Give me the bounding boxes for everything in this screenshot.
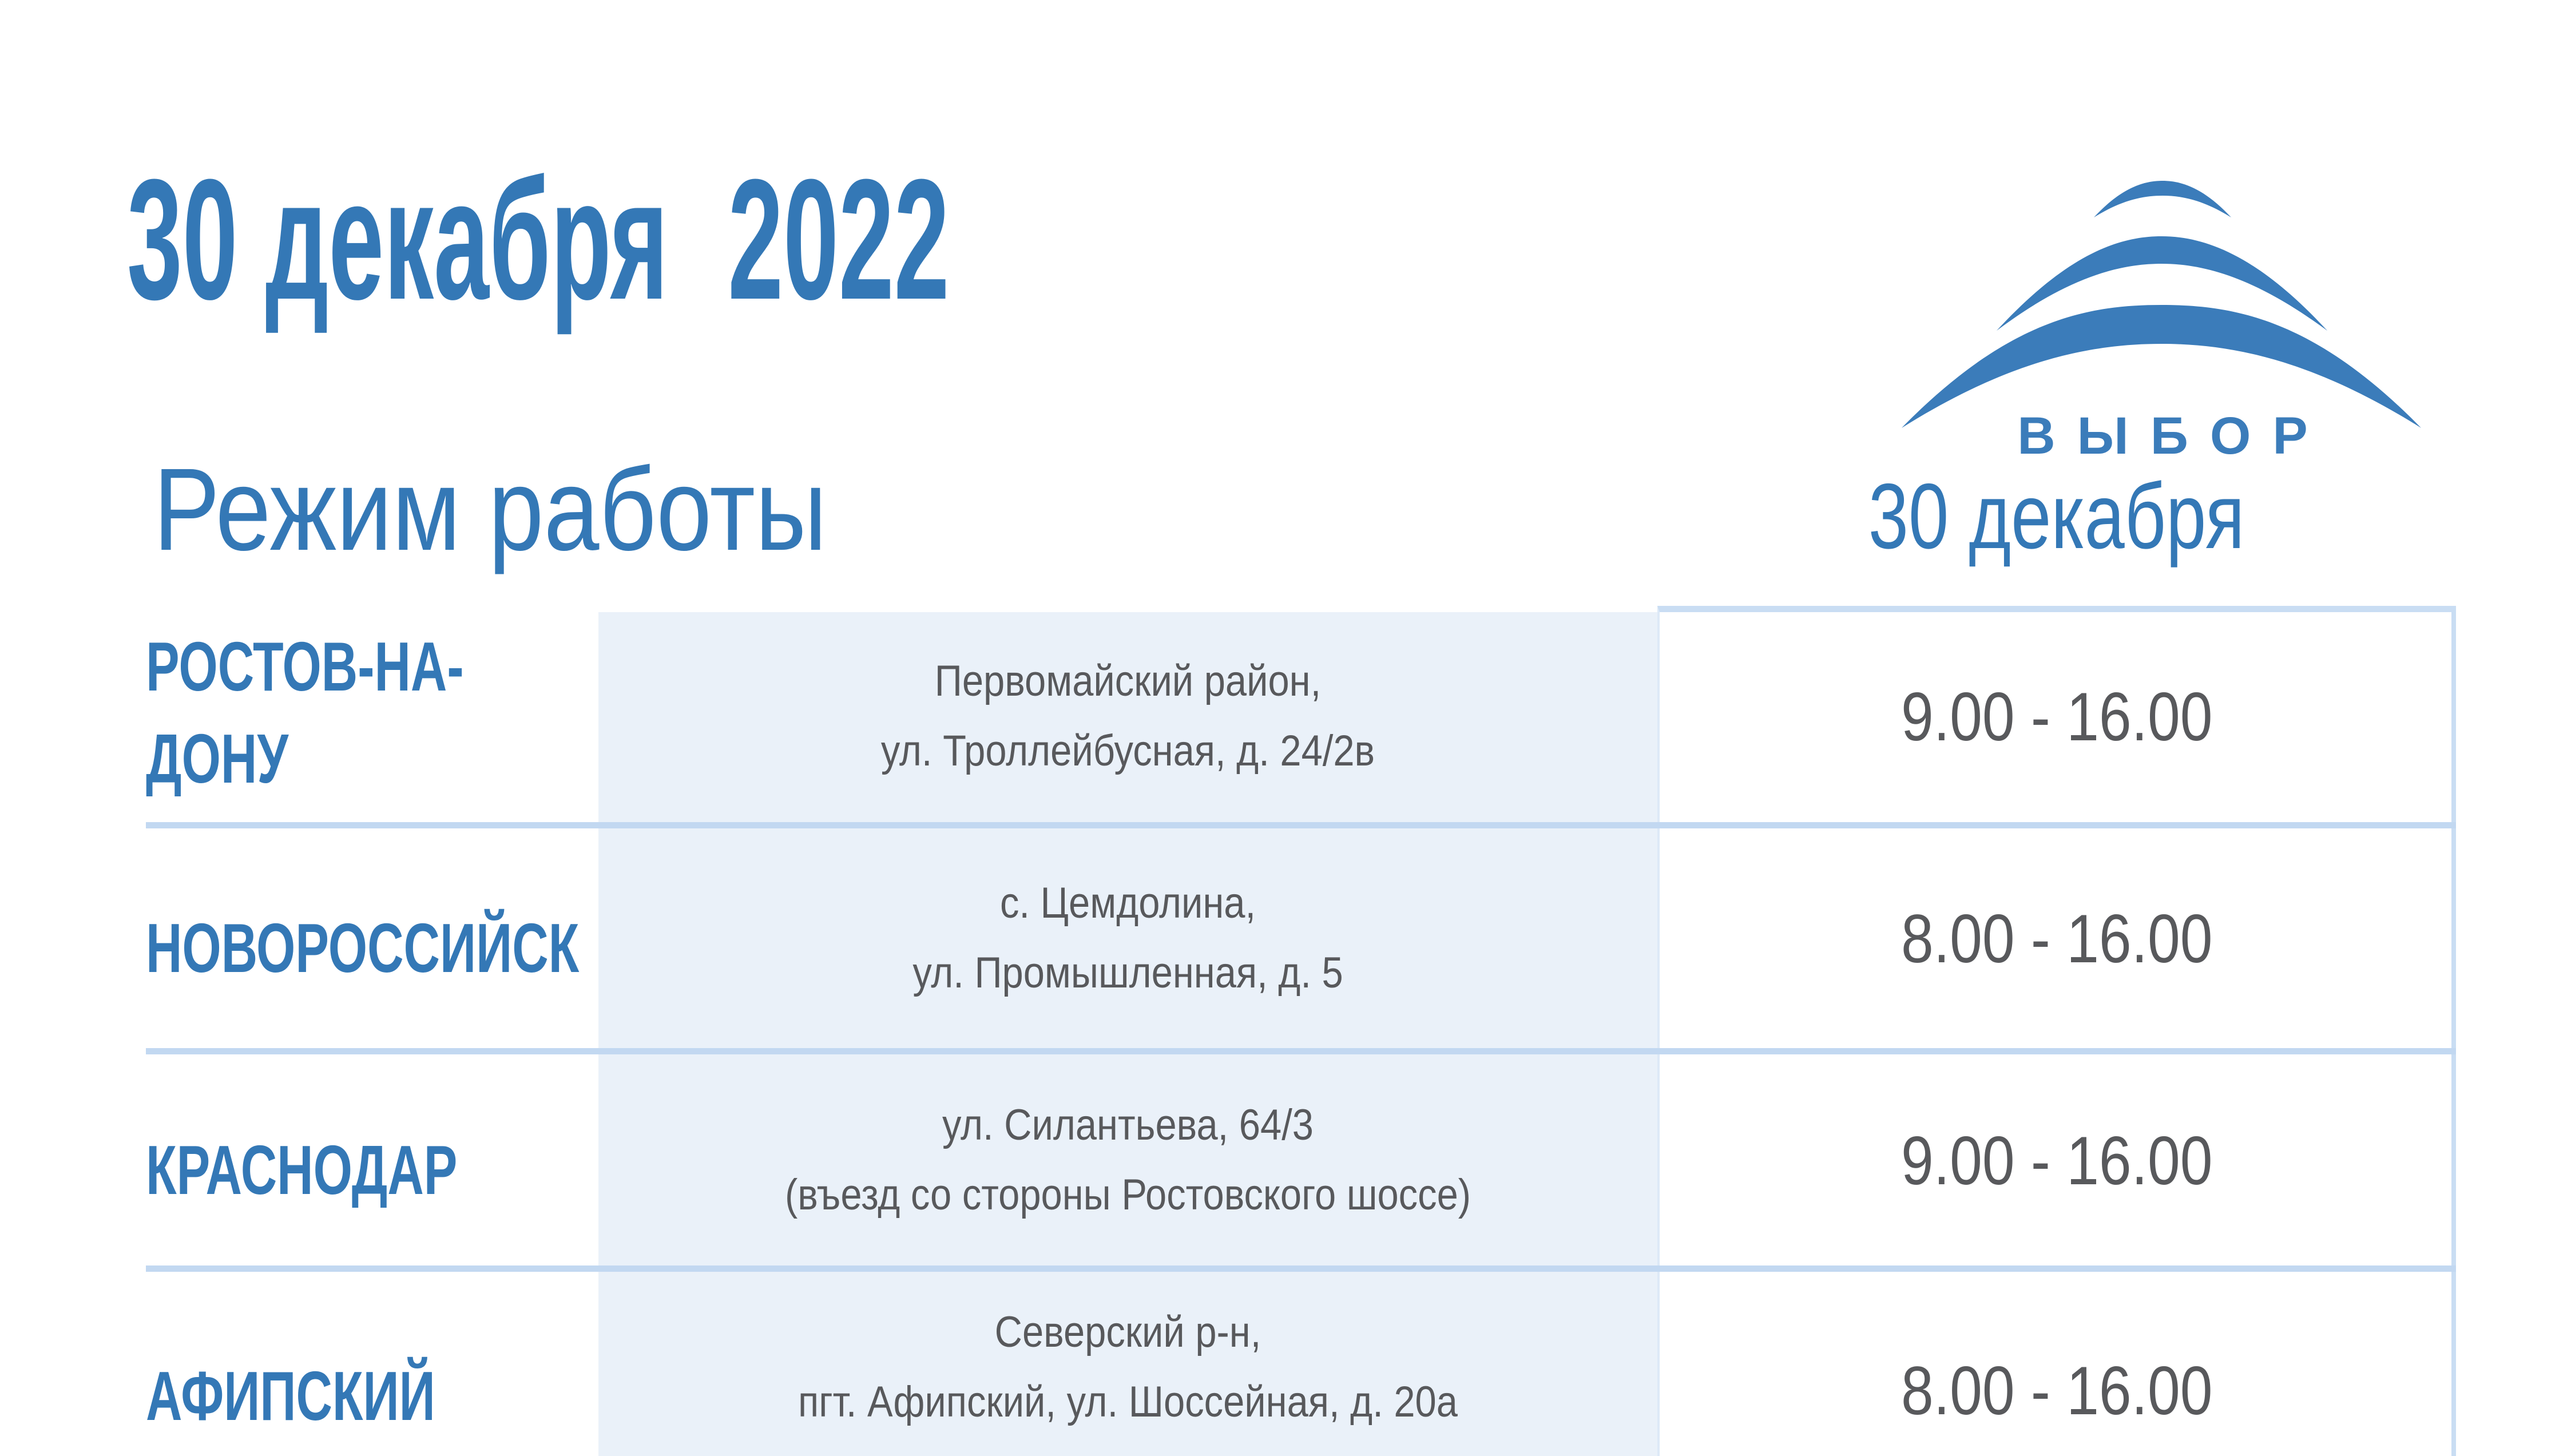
date-column-header: 30 декабря [1657, 470, 2456, 563]
date-column-header-text: 30 декабря [1868, 465, 2245, 568]
hours-afipsky: 8.00 - 16.00 [1657, 1356, 2456, 1425]
city-rostov-line1: РОСТОВ-НА- [146, 628, 464, 705]
address-krasnodar-line2: (въезд со стороны Ростовского шоссе) [784, 1171, 1471, 1219]
address-rostov-line1: Первомайский район, [934, 657, 1322, 705]
page-title: 30 декабря 2022 [127, 153, 1545, 325]
address-column-panel [598, 612, 1657, 1456]
hours-novorossiysk-text: 8.00 - 16.00 [1900, 900, 2213, 977]
city-label-novorossiysk: НОВОРОССИЙСК [146, 902, 748, 994]
section-heading-text: Режим работы [153, 444, 827, 575]
city-label-novorossiysk-text: НОВОРОССИЙСК [146, 909, 580, 987]
title-year: 2022 [728, 143, 950, 335]
city-label-afipsky: АФИПСКИЙ [146, 1350, 548, 1442]
title-date: 30 декабря [127, 143, 668, 335]
page-title-text: 30 декабря 2022 [127, 153, 949, 325]
logo-brand-text: ВЫБОР [2017, 407, 2330, 465]
hours-rostov: 9.00 - 16.00 [1657, 683, 2456, 751]
city-label-rostov: РОСТОВ-НА- ДОНУ [146, 621, 588, 805]
address-rostov-line2: ул. Троллейбусная, д. 24/2в [880, 727, 1375, 775]
hours-krasnodar-text: 9.00 - 16.00 [1900, 1122, 2213, 1199]
address-krasnodar: ул. Силантьева, 64/3 (въезд со стороны Р… [598, 1090, 1657, 1230]
address-novorossiysk-line2: ул. Промышленная, д. 5 [912, 949, 1343, 997]
city-label-krasnodar-text: КРАСНОДАР [146, 1131, 458, 1209]
address-afipsky-line1: Северский р-н, [994, 1308, 1261, 1356]
city-label-krasnodar: КРАСНОДАР [146, 1124, 578, 1216]
row-divider-3 [146, 1265, 2456, 1272]
hours-column-box [1657, 606, 2456, 1456]
city-label-rostov-text: РОСТОВ-НА- ДОНУ [146, 621, 464, 805]
hours-afipsky-text: 8.00 - 16.00 [1900, 1352, 2213, 1429]
row-divider-1 [146, 822, 2456, 828]
address-afipsky-line2: пгт. Афипский, ул. Шоссейная, д. 20а [798, 1378, 1458, 1426]
address-krasnodar-line1: ул. Силантьева, 64/3 [942, 1101, 1314, 1149]
section-heading: Режим работы [153, 451, 946, 568]
vybor-logo: ВЫБОР [1899, 120, 2426, 475]
address-novorossiysk: с. Цемдолина, ул. Промышленная, д. 5 [598, 868, 1657, 1008]
three-arc-swoosh-icon [1902, 181, 2421, 428]
hours-krasnodar: 9.00 - 16.00 [1657, 1126, 2456, 1195]
row-divider-2 [146, 1048, 2456, 1054]
city-rostov-line2: ДОНУ [146, 720, 288, 798]
hours-rostov-text: 9.00 - 16.00 [1900, 679, 2213, 755]
city-label-afipsky-text: АФИПСКИЙ [146, 1357, 435, 1435]
address-rostov: Первомайский район, ул. Троллейбусная, д… [598, 646, 1657, 786]
address-afipsky: Северский р-н, пгт. Афипский, ул. Шоссей… [598, 1298, 1657, 1437]
hours-novorossiysk: 8.00 - 16.00 [1657, 904, 2456, 973]
address-novorossiysk-line1: с. Цемдолина, [999, 879, 1256, 927]
